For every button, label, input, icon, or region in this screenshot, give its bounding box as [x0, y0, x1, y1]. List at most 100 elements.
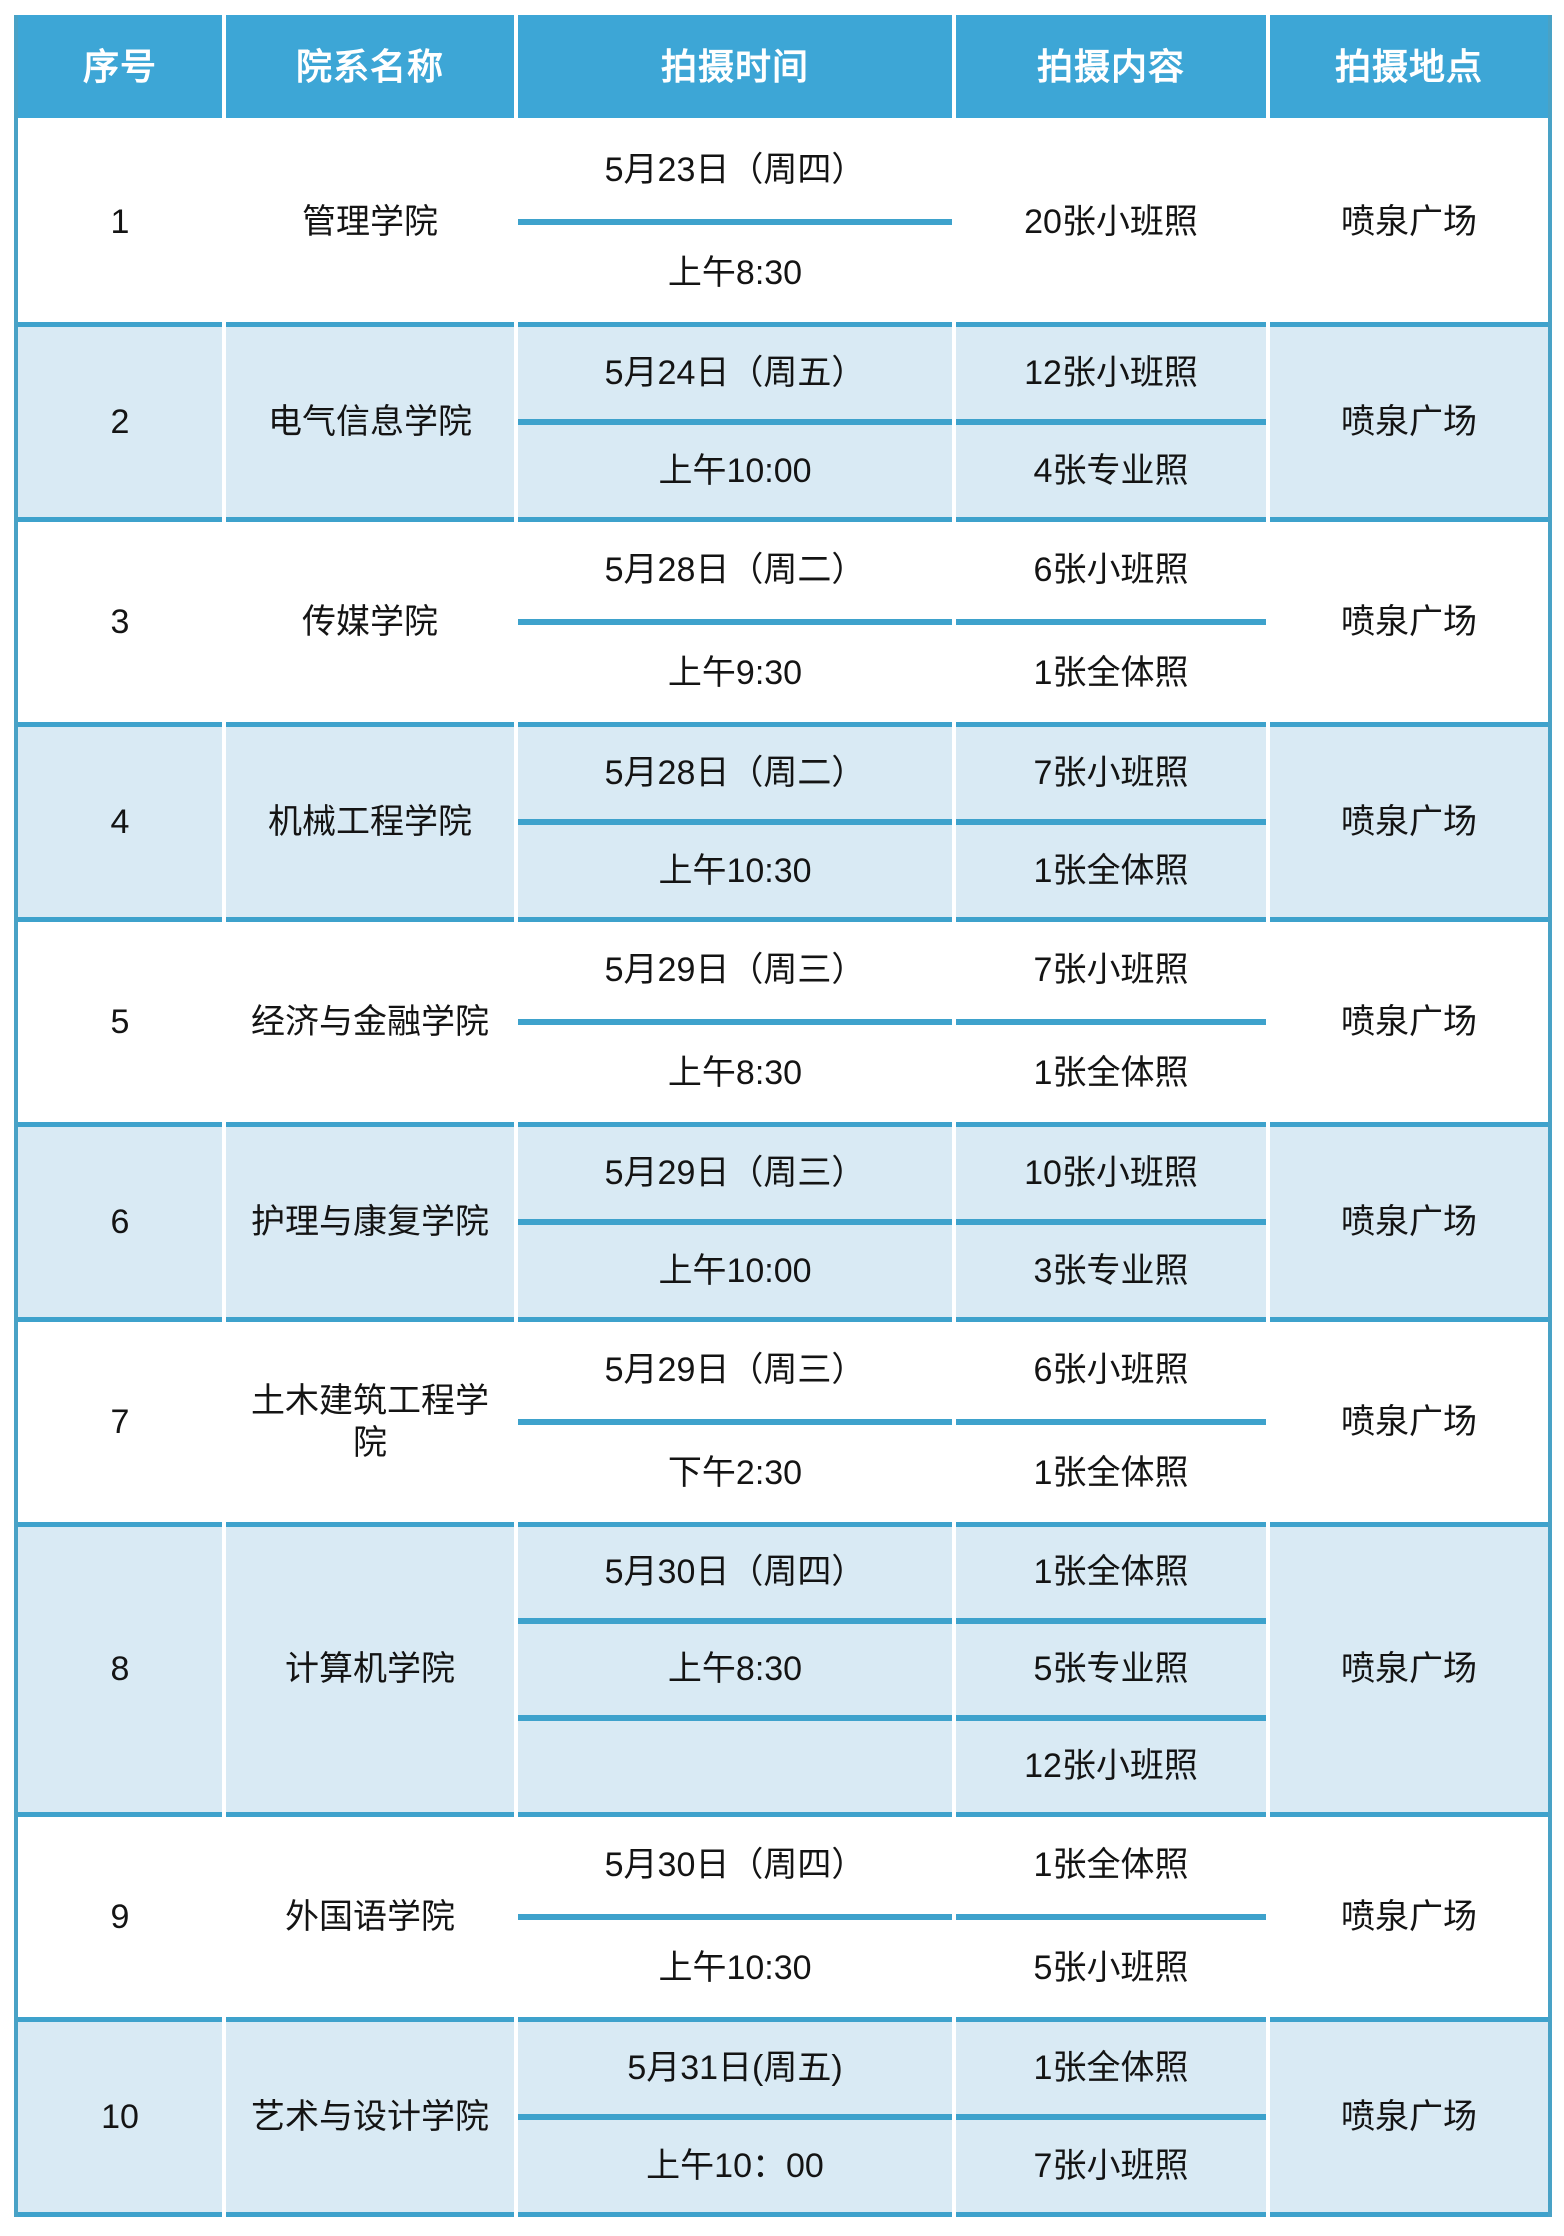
shoot-date-text: 5月29日（周三） [518, 922, 952, 1025]
shoot-content-text: 7张小班照 [956, 922, 1266, 1025]
shoot-time-text: 上午9:30 [667, 654, 803, 693]
shoot-location-cell: 喷泉广场 [1270, 1122, 1548, 1322]
college-name-cell: 计算机学院 [226, 1522, 514, 1817]
college-name-cell: 艺术与设计学院 [226, 2017, 514, 2217]
row-number-cell: 5 [110, 1002, 130, 1041]
header-cell-content: 拍摄内容 [956, 15, 1266, 118]
table-row: 2 电气信息学院 5月24日（周五） 上午10:00 12张小班照 4张专业照 喷泉广场 [18, 322, 1548, 522]
shoot-location-cell: 喷泉广场 [1341, 1402, 1477, 1441]
header-cell-location: 拍摄地点 [1270, 15, 1548, 118]
shoot-time-text [518, 1721, 952, 1812]
shoot-content-text: 1张全体照 [1033, 654, 1189, 693]
college-name-cell: 电气信息学院 [226, 322, 514, 522]
table-row: 3 传媒学院 5月28日（周二） 上午9:30 6张小班照 1张全体照 喷泉广场 [18, 522, 1548, 722]
shoot-time-text: 上午10:30 [658, 851, 812, 890]
header-cell-college: 院系名称 [226, 15, 514, 118]
row-number-cell: 2 [18, 322, 222, 522]
shoot-date-text: 5月30日（周四） [518, 1817, 952, 1920]
shoot-content-text: 1张全体照 [956, 1527, 1266, 1624]
shoot-location-cell: 喷泉广场 [1270, 1522, 1548, 1817]
shoot-location-cell: 喷泉广场 [1341, 1002, 1477, 1041]
shoot-location-cell: 喷泉广场 [1270, 2017, 1548, 2217]
shoot-time-cell: 5月28日（周二） 上午9:30 [518, 522, 952, 722]
shoot-location-cell: 喷泉广场 [1270, 322, 1548, 522]
shoot-content-cell: 1张全体照 5张小班照 [956, 1817, 1266, 2017]
shoot-content-text: 12张小班照 [1024, 1747, 1198, 1786]
row-number-cell: 3 [110, 602, 130, 641]
college-name-cell: 土木建筑工程学院 [251, 1381, 489, 1463]
shoot-content-cell: 10张小班照 3张专业照 [956, 1122, 1266, 1322]
row-number-cell: 4 [18, 722, 222, 922]
shoot-content-cell: 6张小班照 1张全体照 [956, 1322, 1266, 1522]
table-row: 6 护理与康复学院 5月29日（周三） 上午10:00 10张小班照 3张专业照 喷泉广场 [18, 1122, 1548, 1322]
shoot-content-text: 3张专业照 [1033, 1251, 1189, 1290]
shoot-content-text: 20张小班照 [1024, 202, 1198, 241]
table-row: 4 机械工程学院 5月28日（周二） 上午10:30 7张小班照 1张全体照 喷泉广场 [18, 722, 1548, 922]
college-name-cell: 护理与康复学院 [226, 1122, 514, 1322]
shoot-time-cell: 5月30日（周四） 上午10:30 [518, 1817, 952, 2017]
shoot-content-cell: 1张全体照 7张小班照 [956, 2017, 1266, 2217]
college-name-cell: 传媒学院 [302, 602, 438, 641]
college-name-cell: 经济与金融学院 [251, 1002, 489, 1041]
table-row: 1 管理学院 5月23日（周四） 上午8:30 20张小班照 喷泉广场 [18, 122, 1548, 322]
shoot-date-text: 5月28日（周二） [518, 522, 952, 625]
shoot-date-text: 5月30日（周四） [518, 1527, 952, 1624]
shoot-time-text: 下午2:30 [667, 1454, 803, 1493]
shoot-date-text: 5月24日（周五） [518, 327, 952, 425]
shoot-time-cell: 5月30日（周四） 上午8:30 [518, 1522, 952, 1817]
college-name-cell: 管理学院 [302, 202, 438, 241]
row-number-cell: 9 [110, 1897, 130, 1936]
table-row: 10 艺术与设计学院 5月31日(周五) 上午10：00 1张全体照 7张小班照 喷泉广场 [18, 2017, 1548, 2217]
shoot-time-cell: 5月23日（周四） 上午8:30 [518, 122, 952, 322]
shoot-time-cell: 5月29日（周三） 上午8:30 [518, 922, 952, 1122]
shoot-time-cell: 5月29日（周三） 下午2:30 [518, 1322, 952, 1522]
shoot-content-text: 1张全体照 [1033, 1054, 1189, 1093]
shoot-content-text: 1张全体照 [1033, 851, 1189, 890]
shoot-location-cell: 喷泉广场 [1270, 722, 1548, 922]
header-cell-time: 拍摄时间 [518, 15, 952, 118]
shoot-content-cell: 1张全体照 5张专业照 12张小班照 [956, 1522, 1266, 1817]
shoot-content-cell: 12张小班照 4张专业照 [956, 322, 1266, 522]
shoot-time-text: 上午10:00 [658, 451, 812, 490]
shoot-content-text: 6张小班照 [956, 522, 1266, 625]
shoot-location-cell: 喷泉广场 [1341, 202, 1477, 241]
shoot-time-cell: 5月29日（周三） 上午10:00 [518, 1122, 952, 1322]
row-number-cell: 10 [18, 2017, 222, 2217]
shoot-date-text: 5月29日（周三） [518, 1127, 952, 1225]
shoot-date-text: 5月28日（周二） [518, 727, 952, 825]
table-row: 8 计算机学院 5月30日（周四） 上午8:30 1张全体照 5张专业照 12张小班照 喷泉广… [18, 1522, 1548, 1817]
shoot-content-cell: 7张小班照 1张全体照 [956, 722, 1266, 922]
shoot-date-text: 5月31日(周五) [518, 2022, 952, 2120]
shoot-location-cell: 喷泉广场 [1341, 602, 1477, 641]
row-number-cell: 8 [18, 1522, 222, 1817]
shoot-time-text: 上午8:30 [667, 1054, 803, 1093]
row-number-cell: 6 [18, 1122, 222, 1322]
table-row: 5 经济与金融学院 5月29日（周三） 上午8:30 7张小班照 1张全体照 喷泉广场 [18, 922, 1548, 1122]
header-cell-no: 序号 [18, 15, 222, 118]
table-header-row: 序号 院系名称 拍摄时间 拍摄内容 拍摄地点 [18, 15, 1548, 118]
shoot-location-cell: 喷泉广场 [1341, 1897, 1477, 1936]
shoot-date-text: 5月29日（周三） [518, 1322, 952, 1425]
row-number-cell: 1 [110, 202, 130, 241]
shoot-content-text: 7张小班照 [956, 727, 1266, 825]
schedule-table-body: 1 管理学院 5月23日（周四） 上午8:30 20张小班照 喷泉广场 2 电气信息学院 5月2… [18, 122, 1548, 2217]
row-number-cell: 7 [110, 1402, 130, 1441]
shoot-time-cell: 5月28日（周二） 上午10:30 [518, 722, 952, 922]
shoot-content-cell: 20张小班照 [956, 122, 1266, 322]
shoot-date-text: 5月23日（周四） [518, 122, 952, 225]
table-row: 7 土木建筑工程学院 5月29日（周三） 下午2:30 6张小班照 1张全体照 喷泉广场 [18, 1322, 1548, 1522]
shoot-content-text: 5张专业照 [956, 1624, 1266, 1721]
shoot-time-text: 上午10:30 [658, 1949, 812, 1988]
table-row: 9 外国语学院 5月30日（周四） 上午10:30 1张全体照 5张小班照 喷泉广场 [18, 1817, 1548, 2017]
shoot-content-text: 6张小班照 [956, 1322, 1266, 1425]
shoot-time-cell: 5月24日（周五） 上午10:00 [518, 322, 952, 522]
shoot-time-text: 上午8:30 [667, 254, 803, 293]
shoot-content-text: 1张全体照 [1033, 1454, 1189, 1493]
shoot-content-text: 4张专业照 [1033, 451, 1189, 490]
schedule-table: 序号 院系名称 拍摄时间 拍摄内容 拍摄地点 1 管理学院 5月23日（周四） 上午8… [14, 15, 1552, 2217]
shoot-content-cell: 6张小班照 1张全体照 [956, 522, 1266, 722]
shoot-content-text: 12张小班照 [956, 327, 1266, 425]
shoot-content-text: 1张全体照 [956, 1817, 1266, 1920]
shoot-time-text: 上午8:30 [518, 1624, 952, 1721]
shoot-time-text: 上午10：00 [646, 2146, 824, 2185]
